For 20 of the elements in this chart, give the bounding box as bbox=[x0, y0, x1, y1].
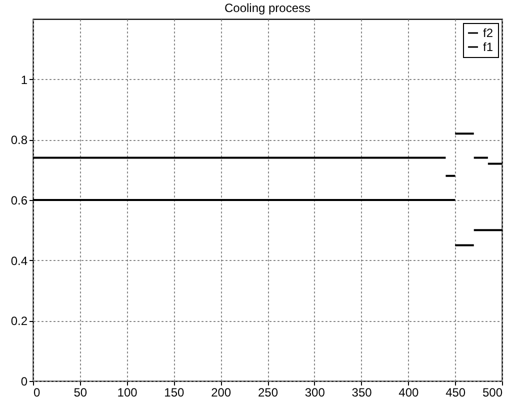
y-tick-label: 0.6 bbox=[10, 194, 28, 208]
x-tick-label: 250 bbox=[258, 386, 278, 400]
x-tick-label: 450 bbox=[446, 386, 466, 400]
legend-label: f2 bbox=[483, 26, 494, 40]
y-tick-label: 0.8 bbox=[10, 133, 28, 148]
chart-title: Cooling process bbox=[224, 1, 311, 15]
y-tick-label: 0.4 bbox=[10, 254, 28, 268]
x-tick-label: 150 bbox=[164, 386, 185, 400]
y-tick-label: 1 bbox=[20, 72, 28, 87]
x-tick-label: 400 bbox=[398, 386, 420, 400]
x-tick-label: 300 bbox=[304, 386, 326, 400]
y-tick-label: 0 bbox=[20, 374, 28, 388]
legend-label: f1 bbox=[483, 40, 494, 54]
x-tick-label: 200 bbox=[211, 386, 232, 400]
y-tick-label: 0.2 bbox=[10, 314, 28, 328]
x-tick-label: 500 bbox=[482, 386, 503, 400]
x-tick-label: 100 bbox=[117, 386, 138, 400]
x-tick-label: 50 bbox=[74, 386, 88, 400]
x-tick-label: 350 bbox=[352, 386, 372, 400]
x-tick-label: 0 bbox=[34, 386, 40, 400]
